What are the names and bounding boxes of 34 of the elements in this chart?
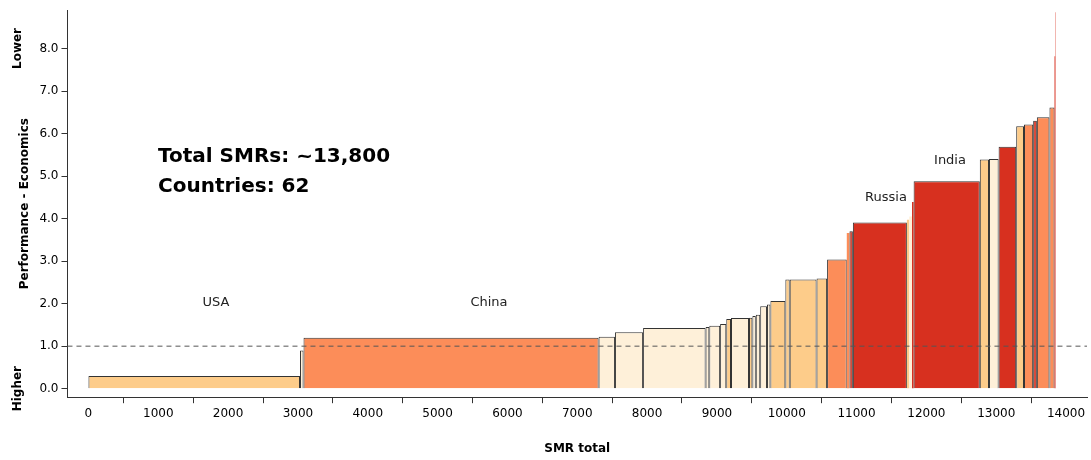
- x-tick-label: 5000: [422, 405, 453, 420]
- y-tick-label: 8.0: [39, 40, 59, 55]
- x-tick-label: 0: [84, 405, 93, 420]
- x-tick-label: 4000: [352, 405, 384, 420]
- x-tick-label: 13000: [977, 405, 1016, 420]
- x-tick-label: 9000: [701, 405, 733, 420]
- annotation: Countries: 62: [158, 173, 310, 198]
- annotation: China: [470, 294, 508, 310]
- x-axis-title: SMR total: [544, 440, 611, 455]
- x-tick-label: 1000: [142, 405, 174, 420]
- x-tick-label: 10000: [767, 405, 806, 420]
- y-tick-label: 7.0: [39, 83, 59, 98]
- y-tick-label: 1.0: [39, 338, 59, 353]
- y-tick-label: 3.0: [39, 253, 59, 268]
- y-tick-label: 5.0: [39, 168, 59, 183]
- y-tick-label: 6.0: [39, 125, 59, 140]
- y-tick-label: 0.0: [39, 380, 59, 395]
- x-tick-label: 14000: [1046, 405, 1086, 420]
- annotation: India: [934, 152, 966, 168]
- y-tick-label: 4.0: [39, 210, 59, 225]
- x-tick-label: 11000: [837, 405, 876, 420]
- x-tick-label: 2000: [212, 405, 244, 420]
- text: Lower: [10, 27, 25, 69]
- annotation: Russia: [865, 189, 907, 205]
- x-tick-label: 3000: [282, 405, 314, 420]
- x-tick-label: 8000: [631, 405, 663, 420]
- annotation: USA: [202, 294, 230, 310]
- x-tick-label: 7000: [561, 405, 593, 420]
- y-axis-title: Performance - Economics: [17, 118, 32, 290]
- x-tick-label: 6000: [492, 405, 523, 420]
- annotation: Total SMRs: ~13,800: [158, 143, 391, 168]
- y-tick-label: 2.0: [39, 295, 59, 310]
- text: Higher: [10, 365, 25, 412]
- x-tick-label: 12000: [907, 405, 946, 420]
